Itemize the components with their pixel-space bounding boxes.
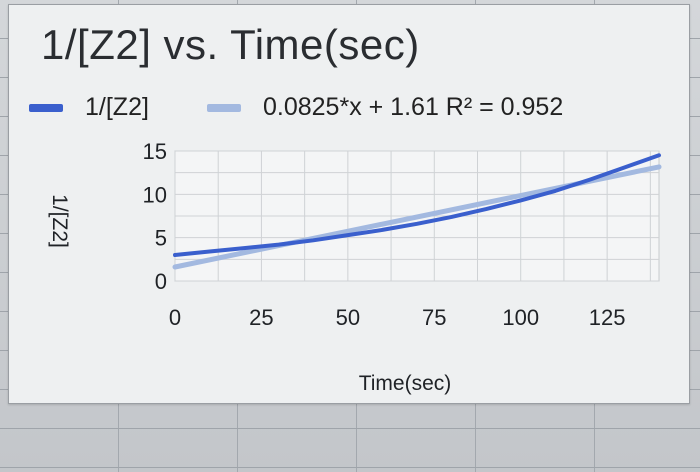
legend-item-data-series: 1/[Z2]	[29, 93, 149, 122]
y-tick-label: 10	[143, 182, 167, 207]
x-tick-label: 50	[336, 305, 360, 330]
series-line-data	[173, 153, 661, 257]
y-axis-title: 1/[Z2]	[48, 194, 71, 248]
x-tick-label: 125	[589, 305, 626, 330]
x-tick-label: 0	[169, 305, 181, 330]
legend-swatch-trendline	[207, 103, 241, 112]
x-tick-label: 75	[422, 305, 446, 330]
y-tick-label: 5	[155, 226, 167, 251]
series-lines	[172, 153, 662, 270]
chart-plot: 0 5 10 15 0 25 50 75 100 125 1/[Z2] Time(sec)	[48, 139, 662, 395]
grid-lines	[174, 150, 660, 282]
chart-container[interactable]: 1/[Z2] vs. Time(sec) 1/[Z2] 0.0825*x + 1…	[8, 4, 690, 404]
x-tick-label: 100	[502, 305, 539, 330]
y-tick-label: 0	[155, 269, 167, 294]
legend-swatch-data-series	[29, 103, 63, 112]
x-axis-title: Time(sec)	[359, 372, 452, 395]
tick-labels: 0 5 10 15 0 25 50 75 100 125	[143, 139, 626, 330]
chart-legend: 1/[Z2] 0.0825*x + 1.61 R² = 0.952	[29, 93, 669, 123]
y-tick-label: 15	[143, 139, 167, 164]
x-tick-label: 25	[249, 305, 273, 330]
legend-item-trendline: 0.0825*x + 1.61 R² = 0.952	[207, 93, 563, 122]
legend-label-data-series: 1/[Z2]	[85, 93, 149, 121]
chart-title: 1/[Z2] vs. Time(sec)	[41, 21, 420, 68]
legend-label-trendline: 0.0825*x + 1.61 R² = 0.952	[263, 93, 564, 121]
